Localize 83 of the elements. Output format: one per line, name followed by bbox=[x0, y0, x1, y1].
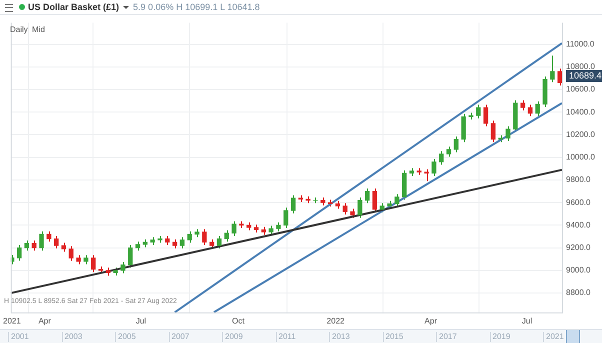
text: 2007 bbox=[168, 332, 190, 342]
chart-title: US Dollar Basket (£1) bbox=[28, 1, 120, 14]
candlestick bbox=[446, 146, 452, 158]
candlestick bbox=[68, 246, 74, 262]
candlestick bbox=[84, 254, 88, 265]
candlestick bbox=[91, 254, 96, 273]
candlestick bbox=[528, 104, 533, 117]
candlestick bbox=[39, 230, 44, 252]
y-tick-label: 10400.0 bbox=[566, 107, 596, 116]
candlestick bbox=[520, 100, 526, 111]
candlestick bbox=[454, 136, 458, 153]
candlestick bbox=[165, 235, 170, 246]
candlestick bbox=[424, 168, 429, 182]
candlestick bbox=[432, 158, 436, 177]
text: 2003 bbox=[62, 332, 82, 342]
candlestick bbox=[135, 241, 140, 252]
candlestick bbox=[476, 104, 481, 119]
text: 2013 bbox=[329, 332, 350, 342]
text: 2001 bbox=[8, 332, 29, 342]
y-tick-label: 10200.0 bbox=[566, 130, 596, 139]
candlestick bbox=[439, 150, 444, 166]
candlestick bbox=[276, 222, 281, 232]
text: 2021 bbox=[543, 332, 564, 342]
candlestick bbox=[461, 113, 466, 143]
candlestick bbox=[490, 120, 496, 143]
candlestick bbox=[128, 244, 133, 268]
y-tick-label: 9400.0 bbox=[566, 220, 592, 230]
annotation: Daily bbox=[10, 25, 28, 34]
text: 2015 bbox=[382, 332, 404, 342]
candlestick bbox=[364, 188, 370, 204]
candlestick bbox=[180, 236, 185, 249]
y-tick-label: 11000.0 bbox=[566, 39, 595, 48]
text: 2009 bbox=[222, 332, 243, 342]
x-tick-label: Jul bbox=[136, 316, 146, 326]
candlestick bbox=[120, 261, 126, 274]
candlestick bbox=[550, 55, 555, 83]
candlestick bbox=[76, 254, 81, 265]
y-tick-label: 9200.0 bbox=[566, 243, 592, 252]
candlestick bbox=[557, 68, 562, 86]
text: 2019 bbox=[490, 332, 510, 342]
candlestick bbox=[209, 238, 214, 249]
annotation: Mid bbox=[32, 25, 45, 34]
text: 2005 bbox=[115, 332, 136, 342]
candlestick bbox=[394, 194, 400, 208]
candlestick bbox=[358, 197, 362, 218]
y-tick-label: 9000.0 bbox=[566, 266, 592, 275]
candlestick bbox=[483, 104, 488, 127]
x-tick-label: Jul bbox=[522, 316, 532, 326]
y-tick-label: 10000.0 bbox=[566, 152, 596, 162]
text: 10689.4 bbox=[569, 70, 602, 80]
candlestick bbox=[46, 230, 52, 242]
y-tick-label: 8800.0 bbox=[566, 288, 592, 298]
candlestick bbox=[216, 235, 222, 249]
candlestick bbox=[187, 230, 192, 244]
candlestick bbox=[32, 240, 36, 252]
candlestick bbox=[224, 230, 229, 242]
y-tick-label: 9800.0 bbox=[566, 175, 592, 184]
candlestick bbox=[290, 194, 296, 214]
candlestick bbox=[506, 126, 510, 142]
chart-subtitle: 5.9 0.06% H 10699.1 L 10641.8 bbox=[133, 1, 260, 14]
x-tick-label: 2021 bbox=[3, 316, 22, 326]
candlestick bbox=[350, 208, 355, 218]
candlestick bbox=[232, 220, 236, 236]
text: 2011 bbox=[276, 332, 296, 342]
candlestick bbox=[172, 238, 178, 249]
candlestick bbox=[268, 225, 274, 236]
candlestick bbox=[24, 240, 30, 252]
candlestick bbox=[61, 242, 66, 252]
candlestick bbox=[372, 188, 378, 213]
x-tick-label: Apr bbox=[38, 316, 52, 326]
candlestick bbox=[342, 202, 348, 215]
x-tick-label: 2022 bbox=[326, 316, 346, 326]
candlestick bbox=[535, 100, 540, 117]
x-tick-label: Oct bbox=[232, 316, 246, 326]
candlestick bbox=[284, 207, 288, 229]
candlestick bbox=[202, 228, 207, 246]
x-tick-label: Apr bbox=[424, 316, 438, 326]
y-tick-label: 10600.0 bbox=[566, 84, 596, 94]
y-tick-label: 10800.0 bbox=[566, 62, 596, 72]
text: 2017 bbox=[436, 332, 457, 342]
candlestick bbox=[54, 235, 59, 249]
y-tick-label: 9600.0 bbox=[566, 198, 592, 207]
candlestick bbox=[16, 244, 22, 262]
